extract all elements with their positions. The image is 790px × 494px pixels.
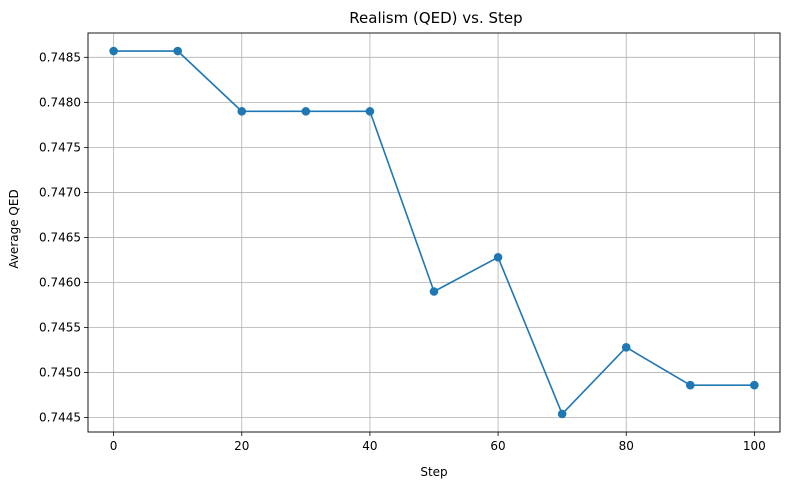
x-tick-label: 0	[110, 439, 118, 453]
x-tick-label: 20	[234, 439, 249, 453]
data-point	[109, 46, 118, 56]
data-point	[750, 380, 759, 390]
data-point	[365, 107, 375, 116]
series-line	[113, 50, 755, 415]
data-point	[557, 409, 567, 419]
data-point	[685, 380, 695, 390]
x-axis-label: Step	[420, 465, 447, 479]
y-tick-label: 0.7460	[39, 275, 81, 289]
y-tick-label: 0.7475	[39, 140, 81, 154]
y-axis-label: Average QED	[7, 189, 21, 268]
y-tick-label: 0.7445	[39, 411, 81, 425]
x-tick-label: 80	[619, 439, 634, 453]
y-axis-ticks: 0.7445 0.7450 0.7455 0.7460 0.7465 0.7470 0.74…	[39, 50, 88, 425]
data-point	[621, 343, 631, 352]
y-tick-label: 0.7480	[39, 95, 81, 109]
data-point	[429, 287, 439, 296]
y-tick-label: 0.7450	[39, 366, 81, 380]
y-tick-label: 0.7470	[39, 185, 81, 199]
data-point	[301, 107, 311, 116]
plot-frame	[87, 32, 781, 433]
chart-title: Realism (QED) vs. Step	[349, 9, 522, 27]
data-point	[493, 252, 503, 262]
y-tick-label: 0.7465	[39, 230, 81, 244]
x-tick-label: 100	[743, 439, 766, 453]
y-tick-label: 0.7455	[39, 321, 81, 335]
x-axis-ticks: 0 20 40 60 80 100	[110, 432, 766, 453]
y-tick-label: 0.7485	[39, 50, 81, 64]
data-point	[173, 46, 183, 56]
series-layer	[109, 46, 759, 419]
x-tick-label: 40	[362, 439, 377, 453]
data-point	[237, 107, 247, 116]
x-tick-label: 60	[490, 439, 505, 453]
grid	[88, 33, 780, 432]
